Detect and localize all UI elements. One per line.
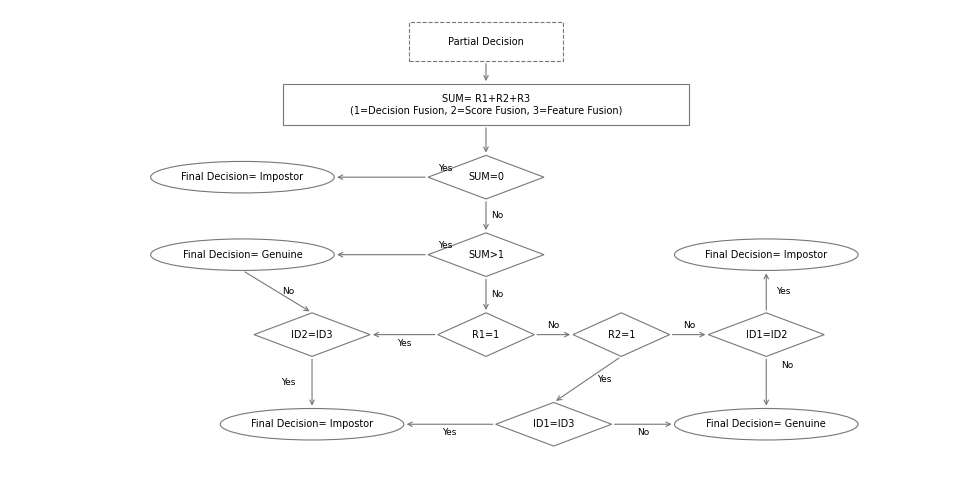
Text: Final Decision= Impostor: Final Decision= Impostor bbox=[706, 250, 827, 260]
Polygon shape bbox=[496, 402, 611, 446]
Ellipse shape bbox=[151, 161, 334, 193]
Text: Final Decision= Impostor: Final Decision= Impostor bbox=[182, 172, 303, 182]
Ellipse shape bbox=[675, 409, 858, 440]
Text: No: No bbox=[282, 287, 294, 296]
Text: Yes: Yes bbox=[281, 378, 295, 387]
Ellipse shape bbox=[151, 239, 334, 270]
Text: SUM= R1+R2+R3
(1=Decision Fusion, 2=Score Fusion, 3=Feature Fusion): SUM= R1+R2+R3 (1=Decision Fusion, 2=Scor… bbox=[350, 94, 622, 115]
Text: Yes: Yes bbox=[597, 375, 611, 384]
Text: Final Decision= Impostor: Final Decision= Impostor bbox=[251, 419, 373, 429]
Polygon shape bbox=[437, 313, 535, 356]
Text: Final Decision= Genuine: Final Decision= Genuine bbox=[183, 250, 302, 260]
Text: ID1=ID2: ID1=ID2 bbox=[746, 330, 787, 340]
Text: No: No bbox=[682, 321, 695, 330]
Text: ID1=ID3: ID1=ID3 bbox=[533, 419, 574, 429]
Text: Yes: Yes bbox=[437, 164, 452, 173]
Text: SUM=0: SUM=0 bbox=[468, 172, 504, 182]
FancyBboxPatch shape bbox=[283, 84, 689, 125]
Polygon shape bbox=[428, 233, 544, 276]
Text: Yes: Yes bbox=[437, 242, 452, 250]
Text: No: No bbox=[492, 290, 503, 299]
Polygon shape bbox=[254, 313, 370, 356]
Polygon shape bbox=[709, 313, 824, 356]
Text: R2=1: R2=1 bbox=[608, 330, 635, 340]
Text: Yes: Yes bbox=[777, 287, 791, 296]
Text: Final Decision= Genuine: Final Decision= Genuine bbox=[707, 419, 826, 429]
Text: R1=1: R1=1 bbox=[472, 330, 500, 340]
Text: SUM>1: SUM>1 bbox=[468, 250, 504, 260]
Text: Yes: Yes bbox=[442, 428, 457, 438]
Text: No: No bbox=[781, 361, 794, 369]
Text: ID2=ID3: ID2=ID3 bbox=[292, 330, 332, 340]
Ellipse shape bbox=[221, 409, 403, 440]
Text: Yes: Yes bbox=[397, 339, 411, 348]
Text: Partial Decision: Partial Decision bbox=[448, 37, 524, 47]
Text: No: No bbox=[547, 321, 560, 330]
Polygon shape bbox=[573, 313, 670, 356]
Text: No: No bbox=[492, 211, 503, 220]
Ellipse shape bbox=[675, 239, 858, 270]
FancyBboxPatch shape bbox=[408, 22, 564, 61]
Text: No: No bbox=[637, 428, 649, 438]
Polygon shape bbox=[428, 155, 544, 199]
